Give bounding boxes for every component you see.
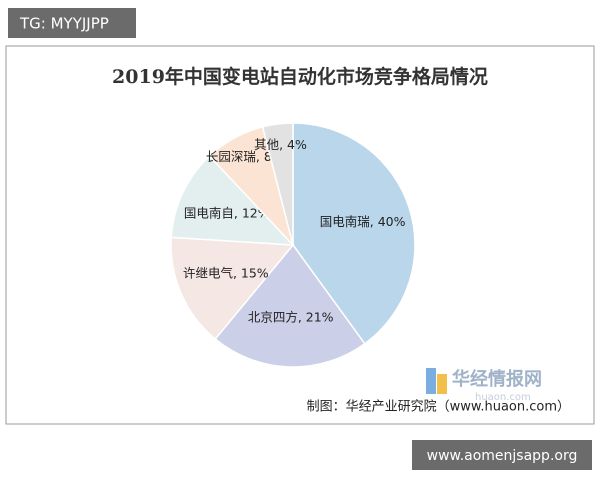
logo-name: 华经情报网 — [452, 368, 542, 390]
data-label: 许继电气, 15% — [183, 266, 269, 281]
data-label: 长园深瑞, 8% — [206, 149, 284, 164]
data-label: 国电南瑞, 40% — [320, 214, 406, 229]
pie-slice — [292, 122, 416, 345]
watermark: TG: MYYJJPP — [19, 15, 109, 33]
logo-site: huaon.com — [475, 392, 531, 403]
data-label: 其他, 4% — [254, 137, 307, 152]
logo-icon — [426, 368, 436, 394]
watermark-box — [8, 8, 136, 38]
pie-slice — [214, 243, 366, 368]
chart-title: 2019年中国变电站自动化市场竞争格局情况 — [112, 65, 488, 88]
watermark-box — [412, 440, 592, 470]
data-label: 北京四方, 21% — [248, 310, 334, 325]
source: 制图：华经产业研究院（www.huaon.com） — [307, 400, 570, 415]
pie: 国电南瑞, 40% 北京四方, 21% 许继电气, 15% 国电南自, 12% 长园深瑞… — [170, 122, 416, 368]
pie-slice — [170, 236, 295, 341]
logo-icon — [437, 374, 447, 394]
pie-slice — [261, 122, 294, 246]
pie-slice — [170, 155, 295, 246]
watermark: www.aomenjsapp.org — [427, 448, 578, 464]
data-label: 国电南自, 12% — [184, 205, 270, 220]
